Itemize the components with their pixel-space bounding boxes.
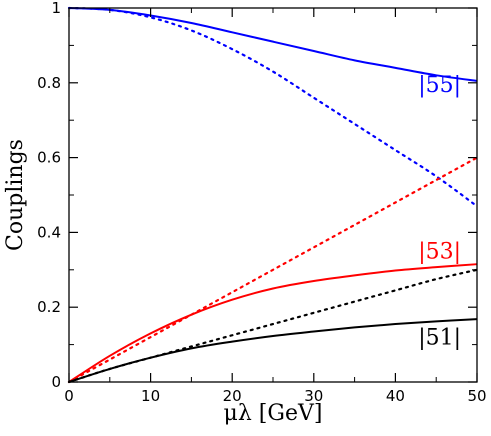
x-tick-label: 40 (386, 387, 405, 405)
x-tick-label: 10 (141, 387, 160, 405)
series-line-3-dotted (67, 156, 479, 384)
curve-label: |53| (418, 240, 461, 265)
series-line-0-solid (68, 7, 478, 82)
plot-frame (68, 7, 478, 383)
x-tick-label: 30 (304, 387, 323, 405)
y-tick-label: 0.6 (37, 149, 61, 167)
series-line-5-dotted (67, 268, 479, 384)
tick-layer: 0 10 20 30 40 50 0 0.2 0.4 0.6 0.8 1 (37, 0, 486, 405)
x-tick-label: 0 (64, 387, 74, 405)
series-line-2-solid (68, 263, 478, 383)
y-tick-label: 1 (51, 0, 61, 17)
curve-label-layer: |55| |53| |51| (418, 73, 461, 350)
y-tick-label: 0.2 (37, 298, 61, 316)
y-axis-title: Couplings (3, 139, 28, 251)
series-layer (67, 6, 479, 384)
y-tick-label: 0.8 (37, 74, 61, 92)
curve-label: |55| (418, 73, 461, 98)
x-axis-title: μλ [GeV] (224, 401, 323, 426)
x-tick-label: 50 (467, 387, 486, 405)
x-tick-label: 20 (223, 387, 242, 405)
y-tick-label: 0.4 (37, 223, 61, 241)
curve-label: |51| (418, 326, 461, 351)
series-line-1-dotted (67, 6, 479, 208)
series-line-4-solid (68, 318, 478, 383)
y-tick-label: 0 (51, 373, 61, 391)
